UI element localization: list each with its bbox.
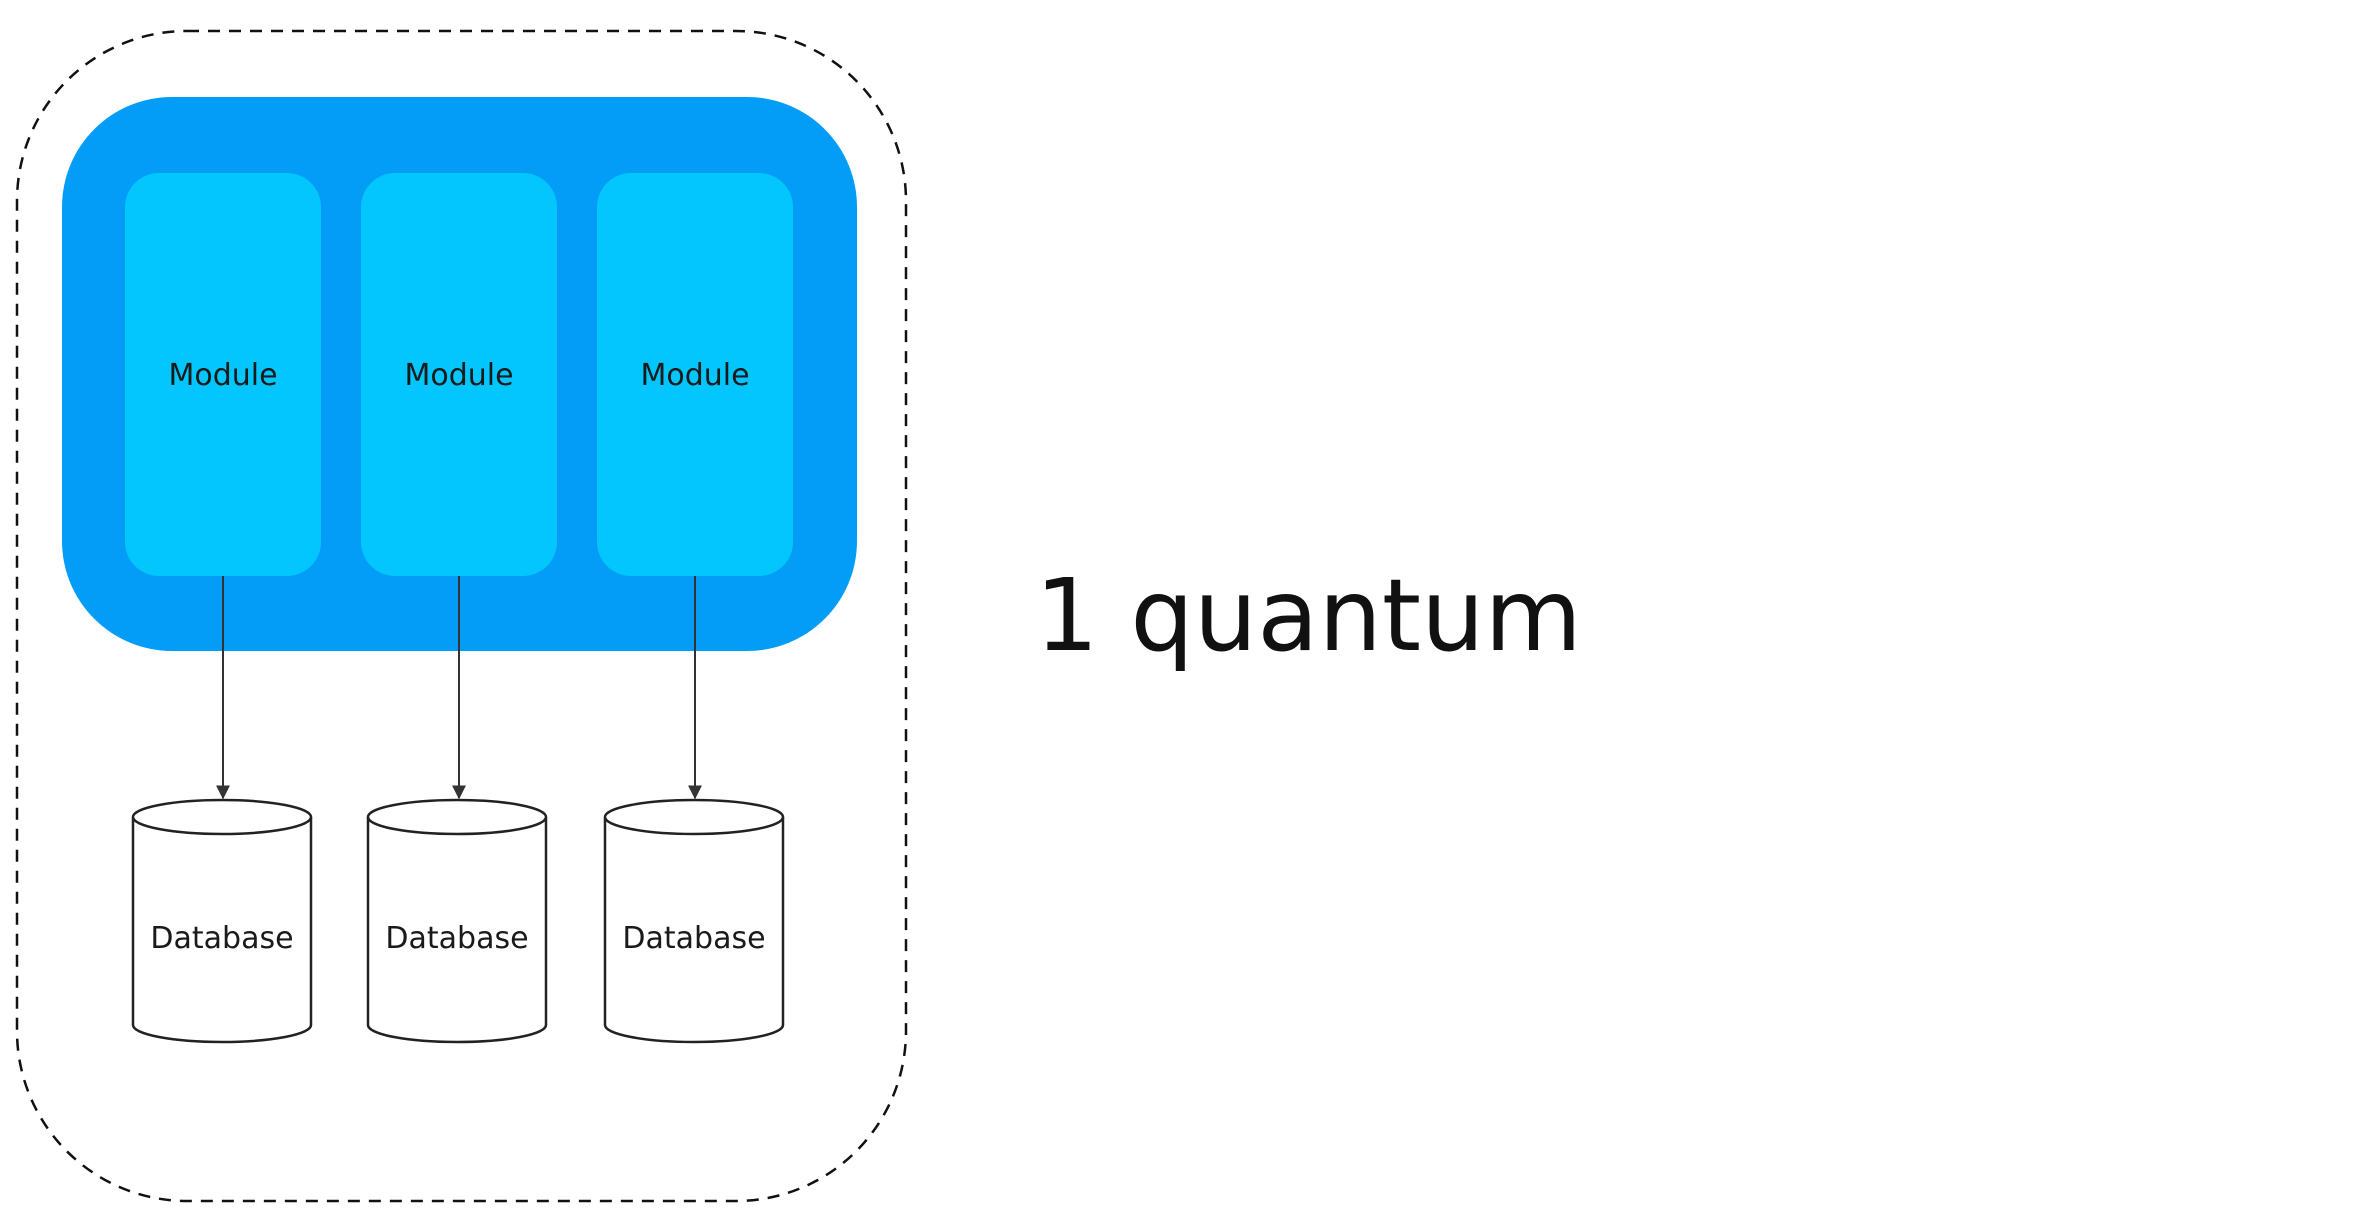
database-2-label: Database: [385, 921, 528, 956]
database-1: Database: [131, 798, 313, 1044]
module-2-label: Module: [404, 358, 513, 393]
database-3: Database: [603, 798, 785, 1044]
database-1-label: Database: [150, 921, 293, 956]
module-2: Module: [361, 173, 557, 576]
database-3-label: Database: [622, 921, 765, 956]
quantum-label: 1 quantum: [1035, 557, 1582, 674]
module-1-label: Module: [168, 358, 277, 393]
module-1: Module: [125, 173, 321, 576]
module-3: Module: [597, 173, 793, 576]
quantum-boundary: [15, 29, 908, 1203]
database-2: Database: [366, 798, 548, 1044]
module-3-label: Module: [640, 358, 749, 393]
